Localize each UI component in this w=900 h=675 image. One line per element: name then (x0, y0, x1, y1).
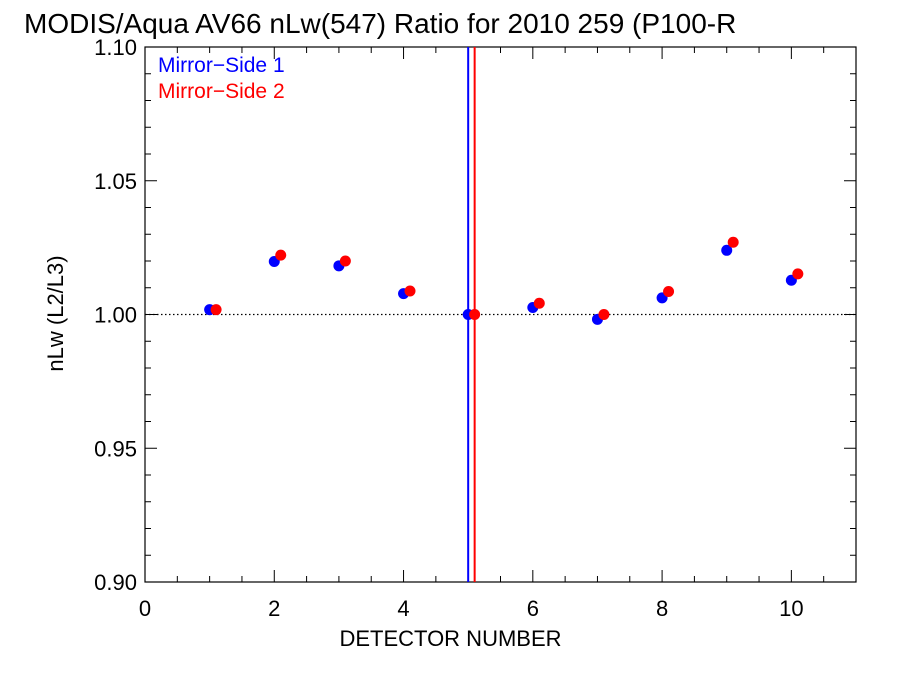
x-tick-label: 6 (527, 596, 539, 621)
legend: Mirror−Side 1 Mirror−Side 2 (158, 54, 285, 103)
y-tick-label: 1.00 (94, 303, 137, 328)
plot-area: 0 2 4 6 8 10 0.90 0.95 1.00 1.05 1.10 (94, 35, 857, 621)
series-2-point (792, 268, 804, 280)
series-2-point (469, 309, 481, 320)
series-2-point (404, 285, 416, 297)
legend-entry-2: Mirror−Side 2 (158, 80, 285, 103)
series-2-point (533, 297, 545, 309)
y-axis-label: nLw (L2/L3) (43, 255, 68, 371)
x-tick-label: 2 (268, 596, 280, 621)
y-tick-label: 1.10 (94, 35, 137, 60)
chart-title: MODIS/Aqua AV66 nLw(547) Ratio for 2010 … (24, 8, 736, 39)
series-2-point (275, 249, 287, 261)
x-tick-label: 10 (779, 596, 803, 621)
y-tick-label: 0.95 (94, 436, 137, 461)
y-tick-label: 1.05 (94, 169, 137, 194)
series-2-point (339, 255, 351, 267)
x-tick-label: 8 (656, 596, 668, 621)
series-2-point (210, 304, 222, 316)
legend-entry-1: Mirror−Side 1 (158, 54, 285, 77)
x-tick-label: 4 (397, 596, 409, 621)
series-2-point (727, 236, 739, 248)
x-tick-label: 0 (139, 596, 151, 621)
series-1-point (721, 244, 733, 256)
x-axis-label: DETECTOR NUMBER (339, 626, 561, 651)
series-2-point (663, 285, 675, 297)
series-2-point (598, 309, 610, 320)
y-tick-label: 0.90 (94, 570, 137, 595)
